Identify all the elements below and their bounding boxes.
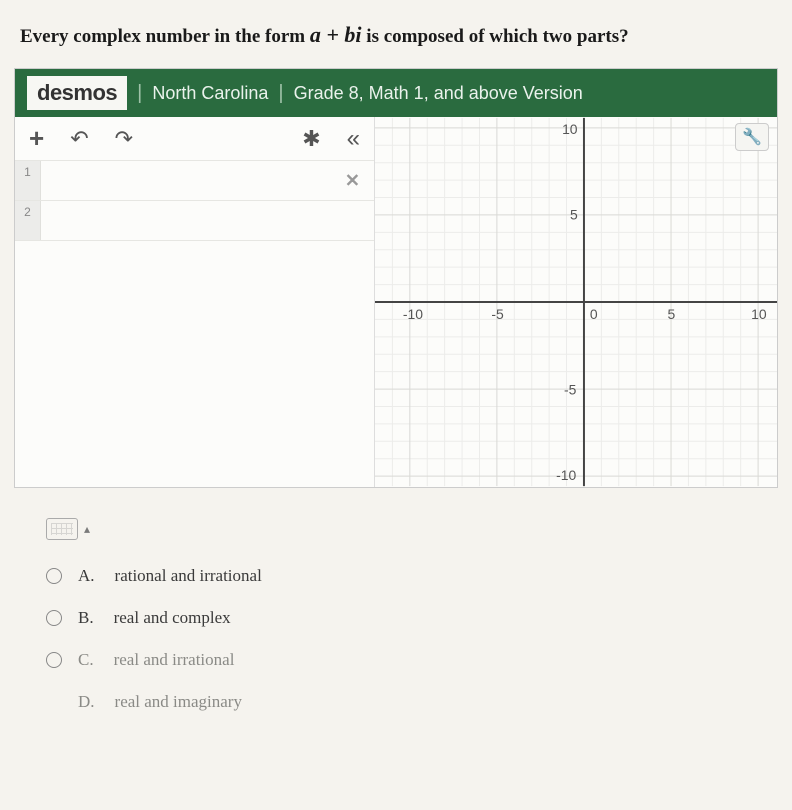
option-letter: C. [78, 650, 94, 670]
option-text: rational and irrational [115, 566, 262, 586]
axis-tick-label: -5 [564, 382, 577, 398]
option-text: real and complex [114, 608, 231, 628]
axis-tick-label: -5 [491, 306, 504, 322]
option-b[interactable]: B. real and complex [46, 608, 760, 628]
expression-row[interactable]: 1 ✕ [15, 161, 374, 201]
undo-button[interactable]: ↶ [70, 126, 88, 152]
graph-area[interactable]: -10 -5 0 5 10 10 5 -5 -10 🔧 [375, 117, 777, 487]
option-text: real and imaginary [115, 692, 242, 712]
option-letter: D. [78, 692, 95, 712]
axis-tick-label: -10 [403, 306, 423, 322]
desmos-widget: desmos | North Carolina | Grade 8, Math … [14, 68, 778, 488]
radio-icon[interactable] [46, 568, 62, 584]
desmos-version: Grade 8, Math 1, and above Version [294, 83, 583, 104]
option-text: real and irrational [114, 650, 235, 670]
expression-input[interactable]: ✕ [41, 161, 374, 200]
keyboard-toggle[interactable]: ▴ [46, 518, 760, 540]
radio-icon[interactable] [46, 610, 62, 626]
collapse-sidebar-button[interactable]: « [347, 125, 360, 153]
option-letter: B. [78, 608, 94, 628]
graph-settings-button[interactable]: 🔧 [735, 123, 769, 151]
wrench-icon: 🔧 [742, 127, 762, 147]
expression-toolbar: + ↶ ↷ ✱ « [15, 117, 374, 161]
question-math: a + bi [310, 22, 362, 47]
chevron-up-icon: ▴ [84, 522, 90, 536]
add-expression-button[interactable]: + [29, 123, 44, 154]
expression-row[interactable]: 2 [15, 201, 374, 241]
axis-tick-label: 5 [570, 206, 578, 222]
expression-number: 1 [15, 161, 41, 200]
option-c[interactable]: C. real and irrational [46, 650, 760, 670]
axis-tick-label: -10 [556, 467, 576, 483]
option-letter: A. [78, 566, 95, 586]
question-prefix: Every complex number in the form [20, 26, 310, 47]
desmos-logo: desmos [27, 76, 127, 110]
graph-svg: -10 -5 0 5 10 10 5 -5 -10 [375, 117, 777, 487]
close-icon[interactable]: ✕ [345, 170, 360, 191]
radio-icon[interactable] [46, 652, 62, 668]
desmos-region: North Carolina [152, 83, 268, 104]
axis-tick-label: 0 [590, 306, 598, 322]
divider: | [137, 82, 142, 105]
expression-sidebar: + ↶ ↷ ✱ « 1 ✕ 2 [15, 117, 375, 487]
radio-icon [46, 694, 62, 710]
keyboard-icon [46, 518, 78, 540]
axis-tick-label: 5 [668, 306, 676, 322]
axis-tick-label: 10 [562, 121, 578, 137]
answer-options: A. rational and irrational B. real and c… [46, 566, 760, 712]
redo-button[interactable]: ↷ [115, 126, 133, 152]
desmos-header: desmos | North Carolina | Grade 8, Math … [15, 69, 777, 117]
option-d[interactable]: D. real and imaginary [46, 692, 760, 712]
expression-input[interactable] [41, 201, 374, 240]
option-a[interactable]: A. rational and irrational [46, 566, 760, 586]
settings-gear-icon[interactable]: ✱ [302, 126, 320, 152]
question-suffix: is composed of which two parts? [362, 26, 629, 47]
divider: | [278, 82, 283, 105]
expression-number: 2 [15, 201, 41, 240]
axis-tick-label: 10 [751, 306, 767, 322]
question-text: Every complex number in the form a + bi … [12, 8, 780, 68]
